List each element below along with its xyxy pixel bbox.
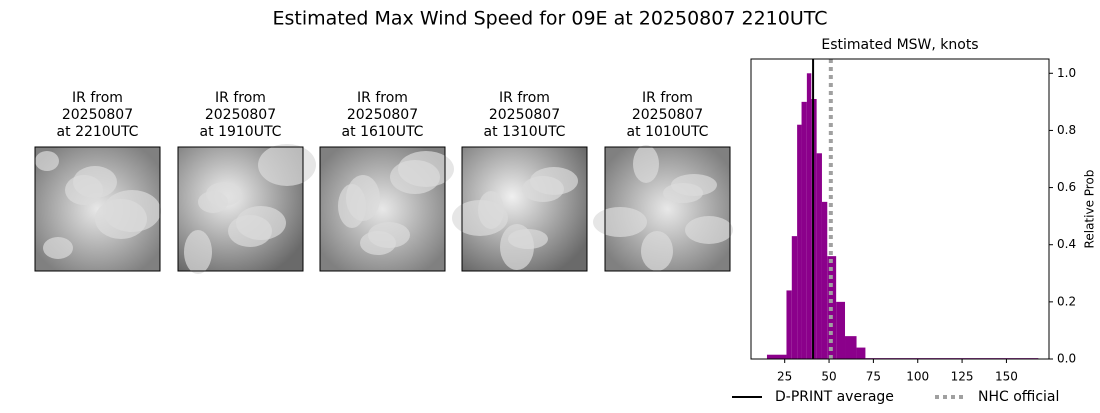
bar [821,201,828,359]
bar [797,124,802,359]
panel-label: at 2210UTC [57,124,139,140]
y-tick-label: 0.2 [1057,294,1076,308]
cloud [236,206,286,240]
cloud [633,145,659,183]
cloud [478,191,504,229]
cloud [685,216,733,244]
cloud [641,231,673,271]
y-tick-label: 0.0 [1057,352,1076,366]
panel-label: at 1010UTC [627,124,709,140]
cloud [368,222,410,248]
bar [801,101,807,359]
legend-label: NHC official [978,389,1059,405]
y-tick-label: 0.4 [1057,237,1076,251]
bar [791,236,798,359]
plot-frame [750,58,1050,360]
cloud [43,237,73,259]
panel-label: at 1310UTC [484,124,566,140]
y-tick-label: 0.8 [1057,123,1076,137]
y-tick-label: 1.0 [1057,66,1076,80]
cloud [206,182,242,206]
cloud [671,174,717,196]
y-axis-label: Relative Prob [1083,170,1097,249]
image-frame [461,146,588,272]
cloud [508,229,548,249]
x-tick-label: 150 [995,370,1018,384]
panel-label: IR from [642,90,693,106]
panel-label: at 1610UTC [342,124,424,140]
cloud [593,207,647,237]
cloud [530,167,578,195]
subtitle: Estimated MSW, knots [821,37,978,53]
image-frame [34,146,161,272]
bar [845,336,857,359]
panel-label: IR from [72,90,123,106]
image-frame [604,146,731,272]
x-tick-label: 75 [866,370,881,384]
bar [806,73,812,360]
cloud [73,166,117,198]
chart-title: Estimated Max Wind Speed for 09E at 2025… [272,8,827,30]
cloud [184,230,212,274]
panel-label: 20250807 [62,107,133,123]
bar [766,354,787,359]
panel-label: 20250807 [632,107,703,123]
cloud [346,175,380,221]
panel-label: IR from [357,90,408,106]
bar [816,153,822,359]
panel-label: 20250807 [347,107,418,123]
x-tick-label: 25 [777,370,792,384]
x-tick-label: 100 [906,370,929,384]
panel-label: IR from [499,90,550,106]
cloud [398,151,454,187]
legend-label: D-PRINT average [775,389,894,405]
panel-label: 20250807 [489,107,560,123]
y-tick-label: 0.6 [1057,180,1076,194]
cloud [103,190,161,232]
x-tick-label: 50 [821,370,836,384]
bar [856,347,866,359]
x-tick-label: 125 [951,370,974,384]
cloud [258,144,316,186]
panel-label: 20250807 [205,107,276,123]
bar [786,290,792,359]
image-frame [177,146,304,272]
cloud [35,151,59,171]
panel-label: at 1910UTC [200,124,282,140]
bar [836,301,846,359]
panel-label: IR from [215,90,266,106]
image-frame [319,146,446,272]
